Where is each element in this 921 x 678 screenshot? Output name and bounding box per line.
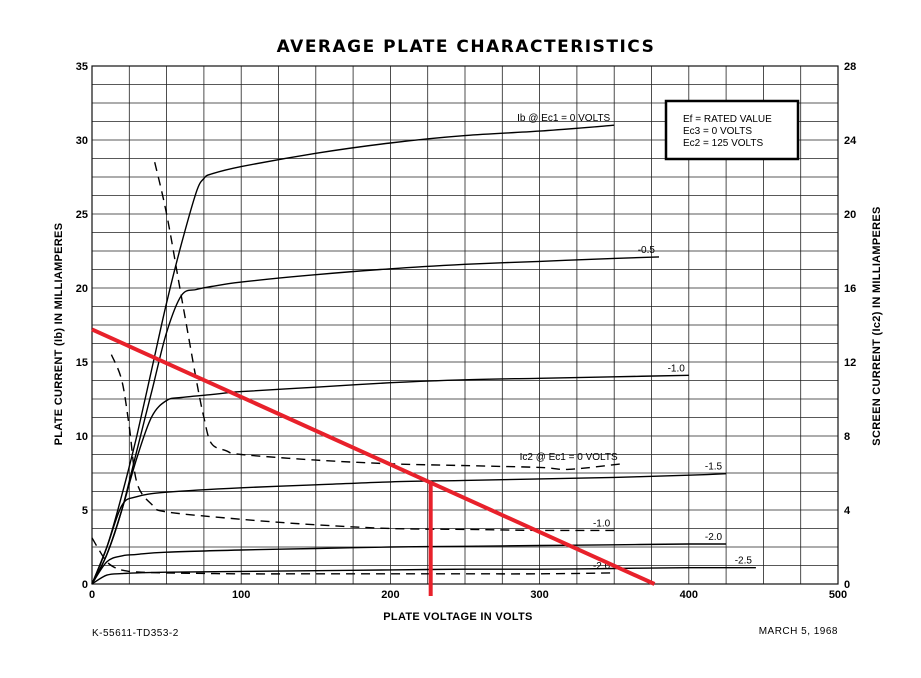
load-line: [91, 327, 656, 586]
x-tick-label: 100: [232, 589, 250, 601]
left-tick-label: 30: [76, 135, 88, 147]
x-tick-label: 0: [89, 589, 95, 601]
left-axis-ticks: 0 5 10 15 20 25 30 35: [76, 61, 88, 591]
plate-curve-label-1: -0.5: [638, 245, 656, 256]
right-axis-label: SCREEN CURRENT (Ic2) IN MILLIAMPERES: [871, 206, 883, 445]
plate-curve-label-3: -1.5: [705, 462, 723, 473]
drawing-number: K-55611-TD353-2: [92, 628, 179, 639]
screen-curve-label-1: -1.0: [593, 518, 611, 529]
plate-curve-4: [91, 543, 727, 585]
red-load-line-annotation: [91, 327, 656, 596]
x-tick-label: 400: [680, 589, 698, 601]
left-tick-label: 20: [76, 283, 88, 295]
left-axis-label: PLATE CURRENT (Ib) IN MILLIAMPERES: [53, 223, 65, 446]
x-axis-label: PLATE VOLTAGE IN VOLTS: [383, 611, 532, 623]
plate-curve-1: [91, 256, 660, 585]
curves: [91, 124, 756, 585]
x-tick-label: 500: [829, 589, 847, 601]
left-tick-label: 15: [76, 357, 88, 369]
right-tick-label: 16: [844, 283, 856, 295]
plate-curve-label-0: Ib @ Ec1 = 0 VOLTS: [517, 113, 610, 124]
plate-curve-5: [91, 566, 756, 585]
drawing-date: MARCH 5, 1968: [759, 626, 838, 637]
plate-curve-label-5: -2.5: [735, 556, 753, 567]
left-tick-label: 25: [76, 209, 88, 221]
left-tick-label: 5: [82, 505, 88, 517]
curve-labels: Ib @ Ec1 = 0 VOLTS -0.5 -1.0 -1.5 -2.0 -2.5 Ic…: [517, 113, 752, 572]
right-axis-ticks: 0 4 8 12 16 20 24 28: [844, 61, 857, 591]
legend-line-ec3: Ec3 = 0 VOLTS: [683, 126, 752, 137]
plot-frame: [91, 65, 839, 585]
legend-box-border: [664, 99, 800, 161]
screen-curve-0: [154, 162, 622, 471]
legend-box: Ef = RATED VALUE Ec3 = 0 VOLTS Ec2 = 125…: [664, 99, 800, 161]
plate-curve-3: [91, 473, 727, 585]
right-tick-label: 8: [844, 431, 850, 443]
screen-curve-label-0: Ic2 @ Ec1 = 0 VOLTS: [520, 452, 618, 463]
right-tick-label: 28: [844, 61, 856, 73]
plate-curve-label-4: -2.0: [705, 532, 723, 543]
left-tick-label: 35: [76, 61, 88, 73]
x-axis-ticks: 0 100 200 300 400 500: [89, 589, 847, 601]
x-tick-label: 300: [530, 589, 548, 601]
left-tick-label: 10: [76, 431, 88, 443]
screen-curve-1: [110, 354, 615, 532]
legend-line-ec2: Ec2 = 125 VOLTS: [683, 138, 763, 149]
screen-curve-label-2: -2.0: [593, 561, 611, 572]
left-tick-label: 0: [82, 579, 88, 591]
plate-curve-label-2: -1.0: [668, 363, 686, 374]
plate-curve-0: [91, 124, 615, 585]
chart-title: AVERAGE PLATE CHARACTERISTICS: [277, 37, 656, 57]
right-tick-label: 0: [844, 579, 850, 591]
right-tick-label: 24: [844, 135, 857, 147]
plate-curve-2: [91, 374, 689, 585]
right-tick-label: 20: [844, 209, 856, 221]
x-tick-label: 200: [381, 589, 399, 601]
right-tick-label: 12: [844, 357, 856, 369]
legend-line-ef: Ef = RATED VALUE: [683, 114, 772, 125]
right-tick-label: 4: [844, 505, 851, 517]
